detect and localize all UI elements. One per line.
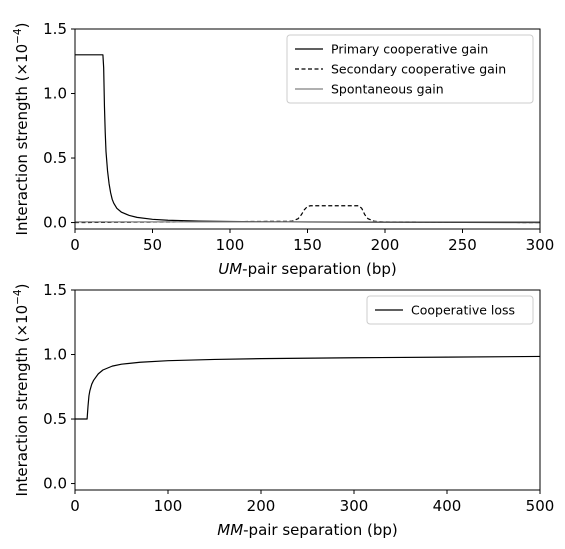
x-tick-label: 500 bbox=[526, 497, 555, 515]
legend-label: Cooperative loss bbox=[411, 303, 515, 318]
y-axis-label: Interaction strength (×10−4) bbox=[12, 23, 31, 236]
legend: Cooperative loss bbox=[366, 295, 534, 325]
y-axis-label-main: Interaction strength (×10 bbox=[13, 44, 31, 236]
legend-label: Primary cooperative gain bbox=[331, 42, 488, 57]
series-line-cooperative-loss bbox=[75, 355, 541, 420]
y-tick-label: 0.0 bbox=[43, 214, 67, 232]
x-tick-label: 150 bbox=[293, 236, 322, 254]
x-tick-label: 400 bbox=[433, 497, 462, 515]
x-axis-label-rest: -pair separation (bp) bbox=[243, 521, 398, 539]
legend-label: Secondary cooperative gain bbox=[331, 62, 506, 77]
y-tick-label: 1.0 bbox=[43, 346, 67, 364]
x-axis-label-italic: UM bbox=[218, 260, 242, 278]
series-line-secondary-cooperative-gain bbox=[74, 205, 541, 224]
x-axis-label-rest: -pair separation (bp) bbox=[242, 260, 397, 278]
y-tick-label: 0.5 bbox=[43, 149, 67, 167]
legend-label: Spontaneous gain bbox=[331, 82, 444, 97]
x-tick-label: 200 bbox=[247, 497, 276, 515]
x-axis-label: UM-pair separation (bp) bbox=[218, 260, 397, 278]
y-axis-label-exponent: −4 bbox=[12, 289, 24, 305]
x-tick-label: 250 bbox=[448, 236, 477, 254]
legend-box bbox=[366, 295, 534, 325]
plot-area bbox=[74, 54, 541, 224]
x-tick-label: 50 bbox=[143, 236, 162, 254]
axes-frame bbox=[74, 289, 541, 491]
legend: Primary cooperative gain Secondary cooper… bbox=[286, 34, 534, 104]
y-tick-label: 1.0 bbox=[43, 85, 67, 103]
x-tick-label: 300 bbox=[526, 236, 555, 254]
x-axis-label-italic: MM bbox=[217, 521, 243, 539]
x-axis-label: MM-pair separation (bp) bbox=[217, 521, 397, 539]
y-axis-label: Interaction strength (×10−4) bbox=[12, 284, 31, 497]
chart-panel-2: 0 100 200 300 400 500 0.0 0.5 1.0 1.5 MM-pair sepa… bbox=[12, 281, 554, 539]
y-axis-label-close: ) bbox=[13, 23, 31, 29]
x-tick-label: 300 bbox=[340, 497, 369, 515]
x-tick-label: 0 bbox=[70, 497, 80, 515]
plot-area bbox=[75, 355, 541, 420]
y-tick-label: 0.5 bbox=[43, 410, 67, 428]
y-tick-label: 0.0 bbox=[43, 475, 67, 493]
x-tick-label: 100 bbox=[154, 497, 183, 515]
x-tick-label: 200 bbox=[371, 236, 400, 254]
y-tick-label: 1.5 bbox=[43, 20, 67, 38]
x-tick-label: 0 bbox=[70, 236, 80, 254]
legend-box bbox=[286, 34, 534, 104]
chart-panel-1: 0 50 100 150 200 250 300 0.0 0.5 1.0 1.5 UM-pair se… bbox=[12, 20, 554, 278]
y-tick-label: 1.5 bbox=[43, 281, 67, 299]
y-axis-label-exponent: −4 bbox=[12, 28, 24, 44]
x-tick-label: 100 bbox=[216, 236, 245, 254]
y-axis-label-main: Interaction strength (×10 bbox=[13, 305, 31, 497]
y-axis-label-close: ) bbox=[13, 284, 31, 290]
